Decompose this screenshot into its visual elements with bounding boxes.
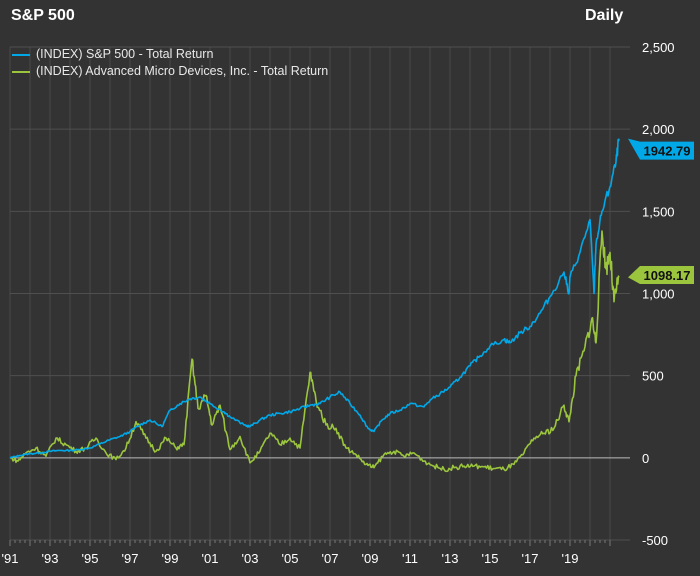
x-tick-label: '99 <box>162 551 179 566</box>
x-tick-label: '93 <box>42 551 59 566</box>
x-tick-label: '09 <box>362 551 379 566</box>
x-tick-label: '03 <box>242 551 259 566</box>
last-value-tag-sp500: 1942.79 <box>628 138 694 160</box>
x-tick-label: '01 <box>202 551 219 566</box>
legend-label-amd: (INDEX) Advanced Micro Devices, Inc. - T… <box>36 64 329 78</box>
chart-title: S&P 500 <box>11 7 75 24</box>
x-tick-label: '95 <box>82 551 99 566</box>
x-tick-label: '15 <box>482 551 499 566</box>
series-line-amd <box>10 230 620 473</box>
last-value-tag-amd: 1098.17 <box>628 266 694 284</box>
y-tick-label: 1,500 <box>642 204 675 219</box>
legend-swatch-sp500 <box>12 53 30 56</box>
legend-swatch-amd <box>12 70 30 73</box>
frequency-label: Daily <box>585 7 624 24</box>
last-value-tag-shape <box>628 266 694 284</box>
y-tick-label: -500 <box>642 533 668 548</box>
legend-item-sp500: (INDEX) S&P 500 - Total Return <box>12 46 328 63</box>
x-tick-label: '05 <box>282 551 299 566</box>
x-tick-label: '19 <box>562 551 579 566</box>
last-value-label: 1098.17 <box>644 268 691 283</box>
legend: (INDEX) S&P 500 - Total Return (INDEX) A… <box>12 46 328 80</box>
y-tick-label: 2,000 <box>642 122 675 137</box>
y-tick-label: 1,000 <box>642 287 675 302</box>
last-value-tag-shape <box>628 138 694 160</box>
x-tick-label: '17 <box>522 551 539 566</box>
y-tick-label: 500 <box>642 369 664 384</box>
series-line-sp500 <box>9 138 620 459</box>
x-tick-label: '07 <box>322 551 339 566</box>
y-tick-label: 0 <box>642 451 649 466</box>
legend-label-sp500: (INDEX) S&P 500 - Total Return <box>36 47 214 61</box>
x-tick-label: '91 <box>2 551 19 566</box>
x-tick-label: '13 <box>442 551 459 566</box>
x-tick-label: '97 <box>122 551 139 566</box>
legend-item-amd: (INDEX) Advanced Micro Devices, Inc. - T… <box>12 63 328 80</box>
last-value-label: 1942.79 <box>644 144 691 159</box>
x-tick-label: '11 <box>402 551 418 566</box>
y-tick-label: 2,500 <box>642 40 675 55</box>
